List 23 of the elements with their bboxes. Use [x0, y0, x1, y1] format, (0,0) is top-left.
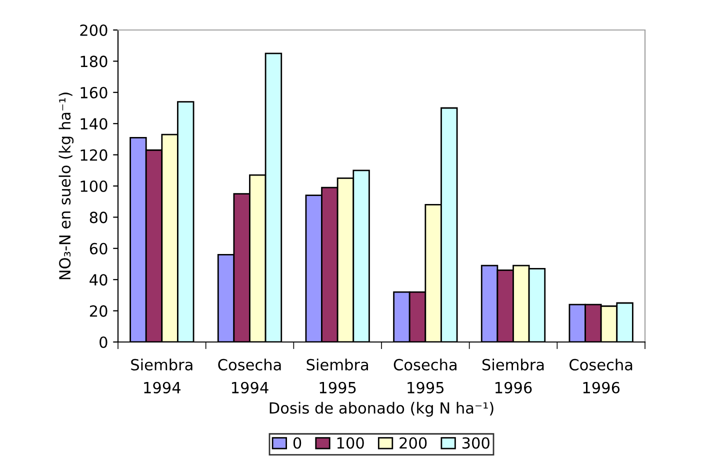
y-tick-label: 60 [90, 242, 108, 254]
y-tick-label: 40 [90, 274, 108, 286]
legend-label: 0 [293, 437, 302, 449]
y-tick-label: 80 [90, 212, 108, 224]
x-tick-label: Cosecha 1994 [218, 358, 281, 394]
y-tick-label: 120 [80, 149, 108, 161]
y-tick-label: 140 [80, 118, 108, 130]
x-tick-label: Cosecha 1995 [394, 358, 456, 394]
y-tick-label: 0 [100, 336, 108, 348]
y-tick-label: 180 [80, 56, 108, 68]
y-tick-label: 20 [90, 305, 108, 317]
x-axis-title: Dosis de abonado (kg N ha⁻¹) [270, 402, 494, 417]
y-tick-label: 100 [80, 180, 108, 192]
x-tick-label: Siembra 1995 [306, 358, 368, 394]
y-tick-label: 160 [80, 86, 108, 98]
x-tick-label: Siembra 1996 [482, 358, 544, 394]
legend-label: 300 [462, 437, 490, 449]
y-tick-label: 200 [80, 24, 108, 36]
x-tick-label: Siembra 1994 [131, 358, 192, 394]
y-axis-title: NO₃-N en suelo (kg ha⁻¹) [58, 92, 74, 280]
x-tick-label: Cosecha 1996 [570, 358, 632, 394]
legend-label: 100 [337, 437, 364, 449]
legend-label: 200 [400, 437, 427, 449]
